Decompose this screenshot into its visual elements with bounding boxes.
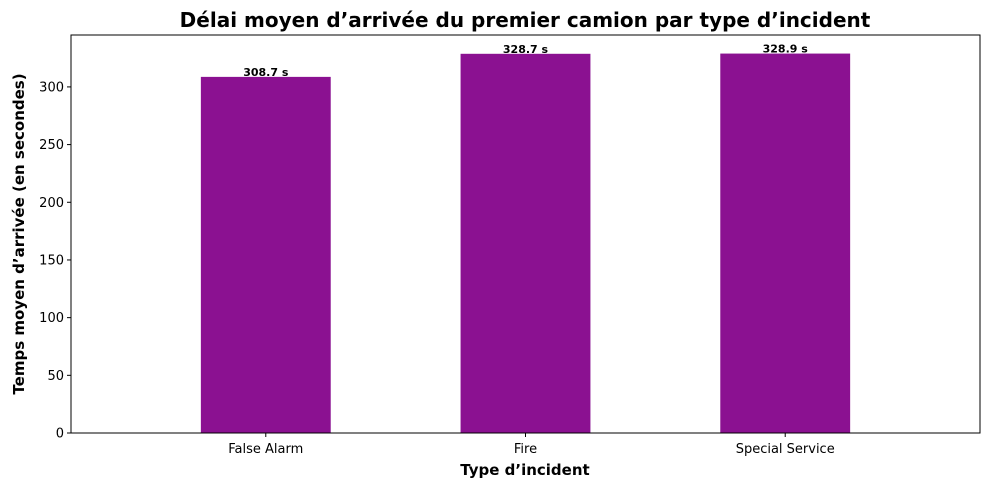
data-label: 328.9 s xyxy=(763,43,809,56)
bar xyxy=(720,53,851,433)
y-tick-label: 250 xyxy=(39,138,64,153)
y-tick-label: 300 xyxy=(39,80,64,95)
plot-frame xyxy=(70,34,981,434)
bar xyxy=(460,53,591,434)
y-tick-label: 0 xyxy=(56,427,64,442)
data-label: 328.7 s xyxy=(503,43,549,56)
x-tick-label: Fire xyxy=(514,442,537,457)
x-tick-label: False Alarm xyxy=(228,442,303,457)
x-axis-label: Type d’incident xyxy=(460,461,589,479)
plot-area: 308.7 s False Alarm 328.7 s Fire 328.9 s Spec… xyxy=(39,34,981,457)
y-tick-label: 150 xyxy=(39,253,64,268)
y-axis-label: Temps moyen d’arrivée (en secondes) xyxy=(10,73,28,394)
y-tick-label: 50 xyxy=(47,369,64,384)
y-tick-label: 100 xyxy=(39,311,64,326)
data-label: 308.7 s xyxy=(243,66,289,79)
x-tick-label: Special Service xyxy=(736,442,835,457)
chart-title: Délai moyen d’arrivée du premier camion … xyxy=(180,8,871,32)
bar xyxy=(200,76,331,433)
y-tick-label: 200 xyxy=(39,196,64,211)
